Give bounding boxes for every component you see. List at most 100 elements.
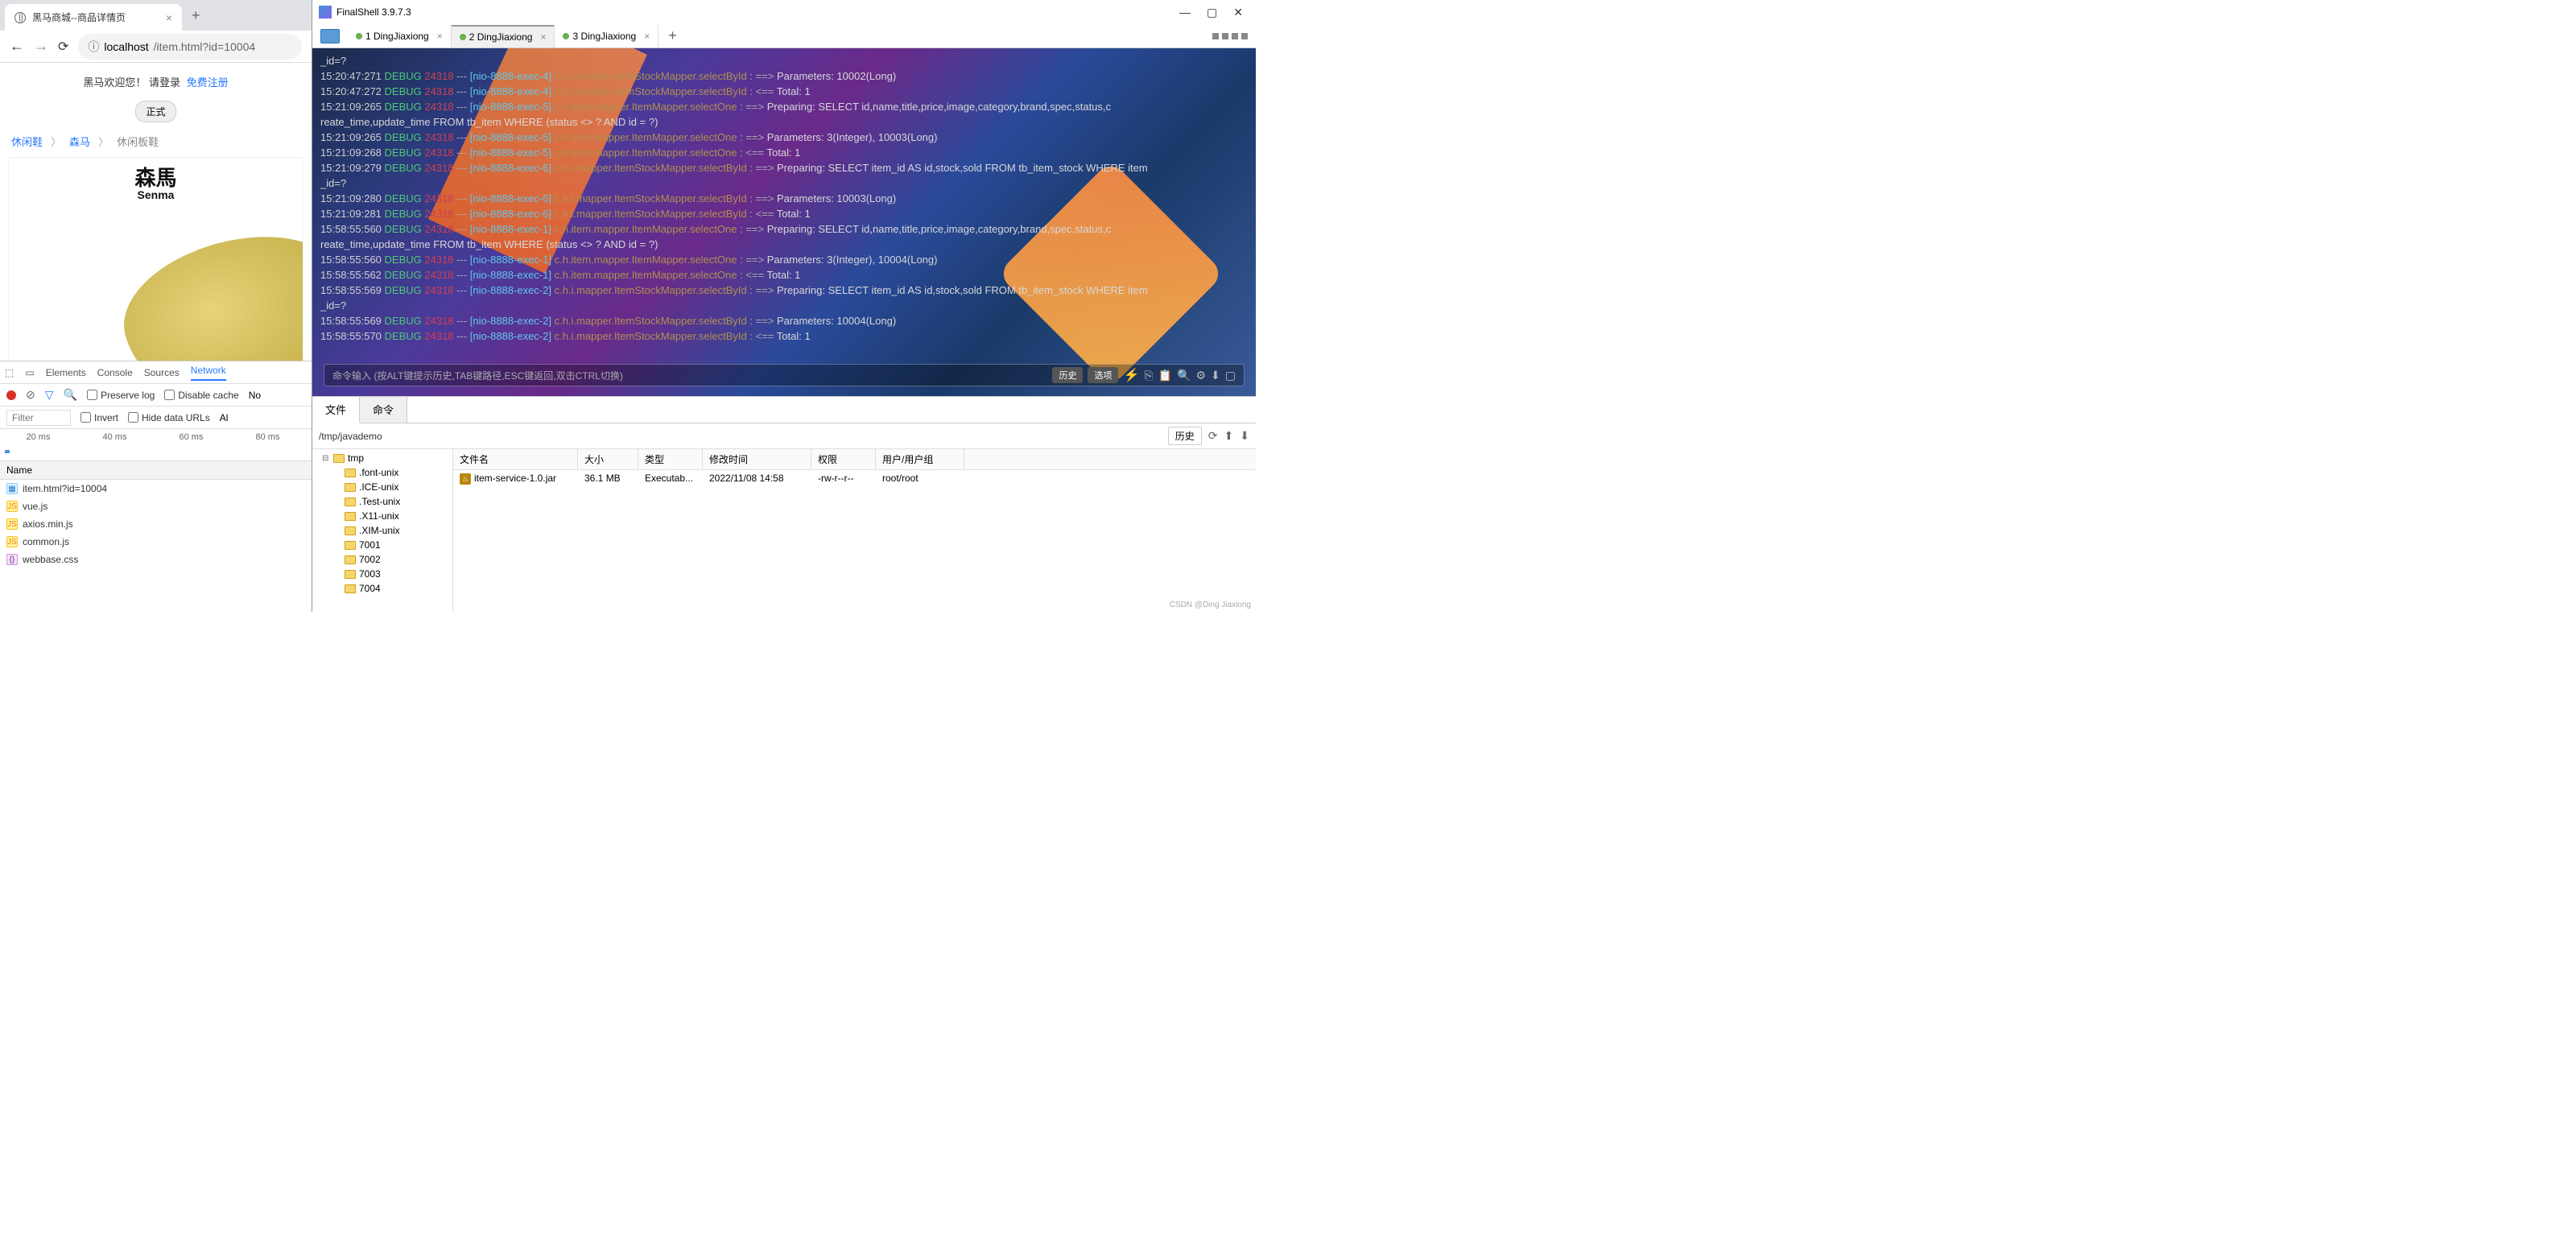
network-file-row[interactable]: JScommon.js — [0, 533, 312, 551]
download-icon[interactable]: ⬇ — [1211, 369, 1220, 382]
browser-tab[interactable]: 黑马商城--商品详情页 × — [5, 4, 182, 31]
clear-icon[interactable]: ⊘ — [26, 388, 35, 402]
devtools-toolbar: ⊘ ▽ 🔍 Preserve log Disable cache No — [0, 384, 312, 407]
back-button[interactable]: ← — [10, 38, 24, 55]
filter-icon[interactable]: ▽ — [45, 388, 54, 402]
folder-icon[interactable] — [320, 29, 340, 43]
invert-checkbox[interactable]: Invert — [80, 412, 118, 423]
file-icon: JS — [6, 501, 18, 512]
tree-node[interactable]: ⊟ tmp — [316, 451, 449, 465]
close-icon[interactable]: × — [166, 11, 172, 24]
folder-tree[interactable]: ⊟ tmp .font-unix.ICE-unix.Test-unix.X11-… — [312, 449, 453, 612]
session-tab[interactable]: 1 DingJiaxiong× — [348, 25, 452, 47]
collapse-icon[interactable]: ⊟ — [322, 454, 330, 463]
download-icon[interactable]: ⬇ — [1240, 429, 1249, 443]
session-tab[interactable]: 3 DingJiaxiong× — [555, 25, 658, 47]
terminal-output: _id=?15:20:47:271 DEBUG 24318 --- [nio-8… — [312, 48, 1256, 349]
jar-icon: ♨ — [460, 473, 471, 485]
bolt-icon[interactable]: ⚡ — [1123, 367, 1139, 383]
search-icon[interactable]: 🔍 — [64, 388, 77, 402]
session-tab[interactable]: 2 DingJiaxiong× — [452, 25, 555, 47]
address-bar: ← → ⟳ ⓘ localhost/item.html?id=10004 — [0, 31, 312, 63]
breadcrumb-item[interactable]: 休闲鞋 — [11, 134, 43, 149]
globe-icon — [14, 12, 26, 23]
minimize-button[interactable]: — — [1179, 6, 1191, 19]
tree-node[interactable]: 7001 — [316, 538, 449, 552]
close-icon[interactable]: × — [540, 31, 546, 43]
command-tab[interactable]: 命令 — [360, 397, 407, 423]
product-card: 森馬 Senma — [8, 157, 303, 370]
record-icon[interactable] — [6, 390, 16, 400]
devtools-tab[interactable]: Sources — [144, 367, 180, 378]
network-file-row[interactable]: JSaxios.min.js — [0, 515, 312, 533]
browser-window: 黑马商城--商品详情页 × + ← → ⟳ ⓘ localhost/item.h… — [0, 0, 312, 612]
search-icon[interactable]: 🔍 — [1177, 369, 1191, 382]
watermark: CSDN @Ding Jiaxiong — [1170, 601, 1251, 609]
brand-logo: 森馬 — [19, 167, 293, 188]
tree-node[interactable]: .X11-unix — [316, 509, 449, 523]
finalshell-title-bar: FinalShell 3.9.7.3 — ▢ ✕ — [312, 0, 1256, 24]
login-link[interactable]: 请登录 — [149, 76, 180, 89]
tree-node[interactable]: .XIM-unix — [316, 523, 449, 538]
tree-node[interactable]: 7004 — [316, 581, 449, 596]
terminal[interactable]: _id=?15:20:47:271 DEBUG 24318 --- [nio-8… — [312, 48, 1256, 396]
devtools-tab[interactable]: Elements — [46, 367, 86, 378]
upload-icon[interactable]: ⬆ — [1224, 429, 1234, 443]
welcome-bar: 黑马欢迎您！ 请登录 免费注册 — [8, 74, 303, 89]
url-input[interactable]: ⓘ localhost/item.html?id=10004 — [78, 34, 302, 60]
gear-icon[interactable]: ⚙ — [1195, 369, 1206, 382]
device-icon[interactable]: ▭ — [25, 367, 34, 378]
table-row[interactable]: ♨item-service-1.0.jar36.1 MBExecutab...2… — [453, 470, 1256, 487]
forward-button[interactable]: → — [34, 38, 48, 55]
folder-icon — [345, 526, 356, 535]
network-file-row[interactable]: JSvue.js — [0, 497, 312, 515]
copy-icon[interactable]: ⎘ — [1144, 369, 1153, 382]
devtools-tab[interactable]: Console — [97, 367, 133, 378]
option-button[interactable]: 选项 — [1088, 367, 1118, 383]
command-input[interactable]: 命令输入 (按ALT键提示历史,TAB键路径,ESC键返回,双击CTRL切换) … — [324, 364, 1245, 386]
current-path[interactable]: /tmp/javademo — [319, 431, 1162, 442]
devtools-filter-bar: Invert Hide data URLs Al — [0, 407, 312, 429]
close-icon[interactable]: × — [644, 31, 650, 42]
disable-cache-checkbox[interactable]: Disable cache — [164, 390, 238, 401]
add-tab-button[interactable]: + — [658, 27, 687, 44]
screen-icon[interactable]: ▢ — [1225, 369, 1236, 382]
reload-button[interactable]: ⟳ — [58, 39, 68, 55]
maximize-button[interactable]: ▢ — [1207, 6, 1217, 19]
tree-node[interactable]: .Test-unix — [316, 494, 449, 509]
breadcrumb-current: 休闲板鞋 — [117, 134, 159, 149]
tree-node[interactable]: 7003 — [316, 567, 449, 581]
status-badge: 正式 — [135, 101, 175, 122]
finalshell-window: FinalShell 3.9.7.3 — ▢ ✕ 1 DingJiaxiong×… — [312, 0, 1256, 612]
file-tab[interactable]: 文件 — [312, 397, 360, 423]
preserve-log-checkbox[interactable]: Preserve log — [87, 390, 155, 401]
devtools-tab-active[interactable]: Network — [191, 365, 226, 381]
tab-title: 黑马商城--商品详情页 — [32, 10, 126, 24]
status-dot-icon — [460, 34, 466, 40]
close-button[interactable]: ✕ — [1233, 6, 1243, 19]
status-dot-icon — [356, 33, 362, 39]
paste-icon[interactable]: 📋 — [1158, 369, 1172, 382]
refresh-icon[interactable]: ⟳ — [1208, 429, 1218, 443]
tree-node[interactable]: .ICE-unix — [316, 480, 449, 494]
network-file-row[interactable]: {}webbase.css — [0, 551, 312, 568]
waterfall-timeline[interactable]: 20 ms 40 ms 60 ms 80 ms — [0, 429, 312, 461]
breadcrumb-item[interactable]: 森马 — [69, 134, 90, 149]
history-button[interactable]: 历史 — [1052, 367, 1083, 383]
breadcrumb: 休闲鞋 〉 森马 〉 休闲板鞋 — [8, 134, 303, 149]
browser-tab-bar: 黑马商城--商品详情页 × + — [0, 0, 312, 31]
name-column-header[interactable]: Name — [0, 461, 312, 480]
tree-node[interactable]: .font-unix — [316, 465, 449, 480]
tree-node[interactable]: 7002 — [316, 552, 449, 567]
file-icon: ▦ — [6, 483, 18, 494]
hide-data-checkbox[interactable]: Hide data URLs — [128, 412, 210, 423]
filter-input[interactable] — [6, 410, 71, 426]
network-file-row[interactable]: ▦item.html?id=10004 — [0, 480, 312, 497]
close-icon[interactable]: × — [437, 31, 443, 42]
layout-icon[interactable] — [1204, 33, 1256, 39]
inspect-icon[interactable]: ⬚ — [5, 367, 14, 378]
history-button[interactable]: 历史 — [1168, 427, 1202, 445]
register-link[interactable]: 免费注册 — [187, 76, 229, 89]
new-tab-button[interactable]: + — [182, 1, 210, 31]
folder-icon — [345, 555, 356, 564]
